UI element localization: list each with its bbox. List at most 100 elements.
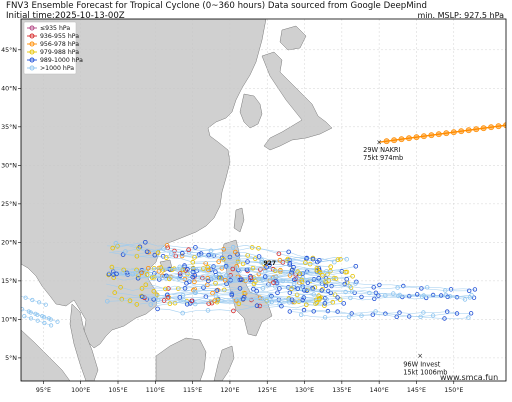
title-line-1: FNV3 Ensemble Forecast for Tropical Cycl…: [6, 1, 427, 11]
lat-tick-label: 40°N: [1, 85, 17, 93]
track-point: [205, 308, 211, 313]
lon-tick-label: 130°E: [295, 386, 314, 394]
track-point: [143, 282, 149, 288]
storm-96w-intensity: 15kt 1006mb: [403, 369, 447, 377]
track-point: [251, 281, 257, 287]
lat-tick-label: 35°N: [1, 123, 17, 131]
track-point: [136, 246, 141, 251]
track-point: [303, 260, 308, 265]
legend-label: >1000 hPa: [40, 65, 74, 72]
track-point: [466, 315, 471, 320]
track-point: [287, 260, 293, 266]
track-point: [269, 293, 274, 299]
track-point: [28, 310, 33, 315]
asia-mainland: [21, 19, 267, 349]
track-point: [36, 300, 42, 305]
track-point: [208, 248, 214, 254]
track-point: [139, 286, 145, 291]
track-point: [261, 261, 267, 266]
legend-marker: [29, 41, 35, 47]
track-point: [407, 314, 412, 319]
lat-tick-label: 30°N: [1, 162, 17, 170]
track-point: [322, 300, 328, 306]
track-point: [106, 271, 112, 277]
legend-marker: [29, 33, 35, 39]
track-point: [394, 314, 399, 319]
legend-label: 936-955 hPa: [40, 33, 79, 40]
track-point: [406, 135, 412, 142]
track-point: [347, 284, 352, 289]
track-point: [121, 267, 126, 273]
ensemble-track: [24, 315, 52, 326]
japan: [261, 51, 333, 151]
track-point: [185, 266, 190, 272]
track-point: [143, 240, 148, 245]
track-point: [48, 317, 53, 322]
track-point: [43, 302, 48, 307]
track-point: [42, 320, 47, 326]
track-point: [467, 288, 472, 293]
track-point: [443, 288, 448, 293]
track-point: [139, 294, 145, 300]
track-point: [180, 310, 186, 316]
track-point: [227, 254, 233, 260]
track-point: [191, 287, 196, 293]
lon-tick-label: 100°E: [71, 386, 90, 394]
track-point: [420, 133, 427, 140]
track-point: [359, 294, 364, 300]
track-point: [188, 301, 193, 306]
lon-tick-label: 125°E: [258, 386, 277, 394]
track-point: [319, 288, 324, 293]
track-point: [134, 302, 140, 307]
hokkaido: [279, 25, 307, 51]
track-point: [17, 294, 20, 297]
track-point: [240, 261, 246, 267]
track-point: [472, 287, 478, 292]
track-point: [144, 272, 150, 277]
track-point: [311, 292, 316, 297]
track-point: [275, 290, 280, 296]
track-point: [291, 264, 296, 270]
track-point: [164, 292, 170, 298]
track-point: [300, 297, 305, 303]
track-point: [164, 243, 170, 248]
track-point: [177, 295, 183, 300]
storm-nakri-intensity: 75kt 974mb: [363, 154, 403, 162]
track-point: [286, 249, 292, 255]
track-point: [286, 297, 292, 303]
track-point: [212, 298, 218, 303]
legend-label: 956-978 hPa: [40, 41, 79, 48]
track-point: [343, 289, 348, 295]
track-point: [186, 247, 191, 253]
track-point: [465, 127, 472, 134]
track-point: [251, 286, 256, 292]
track-point: [445, 309, 450, 314]
track-point: [415, 292, 420, 297]
track-point: [301, 307, 307, 313]
track-point: [289, 297, 295, 303]
track-point: [303, 302, 309, 308]
storm-96w-label: 96W Invest: [403, 361, 441, 369]
track-point: [256, 254, 262, 259]
track-point: [469, 292, 474, 298]
storm-nakri-label: 29W NAKRI: [363, 146, 400, 154]
track-point: [311, 277, 317, 282]
min-mslp-label: min. MSLP: 927.5 hPa: [417, 11, 504, 20]
track-point: [398, 136, 405, 143]
track-point: [192, 279, 197, 285]
track-point: [276, 251, 282, 257]
track-point: [333, 276, 339, 281]
ensemble-track: [145, 282, 319, 296]
lon-tick-label: 105°E: [108, 386, 127, 394]
track-point: [237, 268, 242, 274]
track-point: [237, 286, 243, 291]
legend-label: ≤935 hPa: [40, 25, 70, 32]
track-point: [323, 283, 329, 288]
track-point: [206, 267, 211, 273]
track-point: [151, 274, 157, 280]
malay-peninsula: [69, 303, 99, 381]
track-point: [435, 131, 442, 138]
track-point: [324, 297, 329, 302]
track-point: [105, 298, 110, 304]
